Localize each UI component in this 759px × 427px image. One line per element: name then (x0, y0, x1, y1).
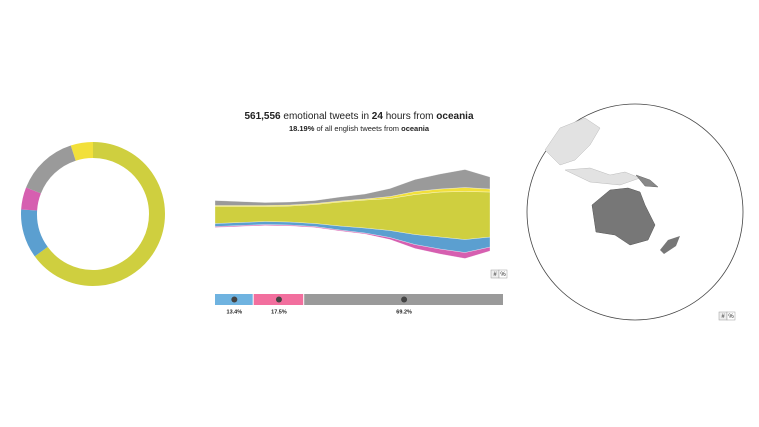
donut-segment (21, 187, 42, 211)
gender-value-label: 13.4% (227, 309, 243, 315)
donut-segment (70, 142, 94, 161)
region: oceania (436, 111, 474, 122)
toggle-label: # (493, 272, 497, 278)
stream-toggle: # % (490, 269, 508, 279)
region: oceania (401, 124, 430, 133)
subheadline: 18.19% of all english tweets from oceani… (289, 124, 430, 133)
asia (544, 117, 601, 166)
toggle-label: # (721, 314, 725, 320)
headline: 561,556 emotional tweets in 24 hours fro… (244, 111, 473, 122)
donut-segment (34, 142, 165, 286)
tweet-count: 561,556 (244, 111, 281, 122)
map-toggle: # % (718, 311, 736, 321)
new-guinea (635, 174, 659, 188)
gender-value-label: 17.5% (271, 309, 287, 315)
toggle-label: % (728, 314, 734, 320)
australia (591, 187, 656, 246)
hours: 24 (372, 111, 384, 122)
new-zealand (660, 236, 680, 254)
donut-segment (26, 145, 77, 194)
indonesia (564, 167, 641, 186)
toggle-button[interactable] (726, 311, 736, 321)
toggle-button[interactable] (498, 269, 508, 279)
gender-icon (401, 296, 408, 303)
subheadline-text: of all english tweets from (316, 124, 399, 133)
stream-layer (214, 169, 491, 206)
gender-value-label: 69.2% (396, 309, 412, 315)
headline-text: hours from (386, 111, 434, 122)
toggle-label: % (500, 272, 506, 278)
share: 18.19% (289, 124, 315, 133)
gender-icon (231, 296, 238, 303)
donut-segment (21, 209, 48, 257)
headline-text: emotional tweets in (283, 111, 369, 122)
gender-icon (275, 296, 282, 303)
globe (526, 103, 744, 321)
